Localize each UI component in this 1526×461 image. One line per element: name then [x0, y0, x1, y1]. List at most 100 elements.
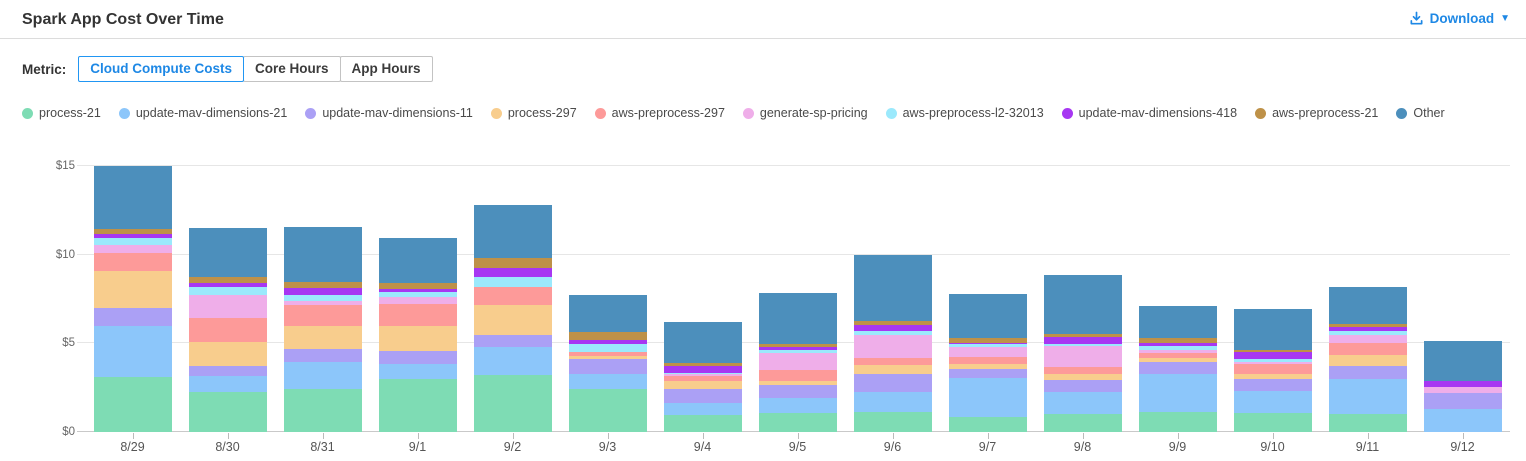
bar-segment-update-mav-dimensions-418[interactable]: [1043, 337, 1122, 345]
bar-segment-Other[interactable]: [853, 254, 932, 322]
bar-segment-aws-preprocess-21[interactable]: [378, 283, 457, 290]
bar-segment-update-mav-dimensions-11[interactable]: [568, 359, 647, 374]
bar-segment-process-297[interactable]: [1043, 374, 1122, 380]
bar-segment-generate-sp-pricing[interactable]: [1043, 346, 1122, 368]
bar-segment-aws-preprocess-297[interactable]: [1328, 343, 1407, 355]
legend-item[interactable]: process-21: [22, 106, 101, 120]
bar-segment-process-21[interactable]: [283, 389, 362, 432]
bar-segment-aws-preprocess-21[interactable]: [188, 276, 267, 284]
bar-segment-generate-sp-pricing[interactable]: [188, 294, 267, 318]
bar-segment-aws-preprocess-21[interactable]: [1328, 323, 1407, 328]
bar-segment-update-mav-dimensions-418[interactable]: [1328, 327, 1407, 331]
bar-segment-Other[interactable]: [378, 237, 457, 284]
bar-segment-aws-preprocess-l2-32013[interactable]: [948, 344, 1027, 347]
bar-segment-Other[interactable]: [1328, 286, 1407, 324]
bar-9/5[interactable]: [758, 292, 837, 432]
bar-segment-aws-preprocess-297[interactable]: [1138, 353, 1217, 359]
bar-segment-process-297[interactable]: [188, 342, 267, 367]
bar-segment-update-mav-dimensions-418[interactable]: [853, 324, 932, 331]
bar-segment-aws-preprocess-l2-32013[interactable]: [378, 291, 457, 298]
bar-segment-process-21[interactable]: [1233, 412, 1312, 432]
bar-segment-aws-preprocess-21[interactable]: [948, 338, 1027, 343]
bar-segment-generate-sp-pricing[interactable]: [758, 353, 837, 370]
bar-segment-Other[interactable]: [1138, 306, 1217, 339]
bar-segment-update-mav-dimensions-418[interactable]: [1138, 342, 1217, 347]
bar-segment-aws-preprocess-297[interactable]: [663, 376, 742, 382]
bar-segment-aws-preprocess-297[interactable]: [948, 356, 1027, 364]
bar-segment-update-mav-dimensions-21[interactable]: [93, 325, 172, 378]
bar-segment-process-297[interactable]: [473, 305, 552, 335]
bar-segment-aws-preprocess-l2-32013[interactable]: [758, 350, 837, 354]
download-button[interactable]: Download ▼: [1409, 11, 1510, 26]
bar-segment-generate-sp-pricing[interactable]: [948, 346, 1027, 357]
bar-segment-Other[interactable]: [663, 322, 742, 363]
bar-segment-update-mav-dimensions-418[interactable]: [758, 346, 837, 351]
bar-segment-aws-preprocess-21[interactable]: [568, 331, 647, 340]
bar-segment-aws-preprocess-l2-32013[interactable]: [1138, 346, 1217, 350]
bar-segment-aws-preprocess-21[interactable]: [663, 362, 742, 366]
bar-segment-update-mav-dimensions-21[interactable]: [1233, 391, 1312, 413]
bar-9/6[interactable]: [853, 254, 932, 432]
bar-segment-generate-sp-pricing[interactable]: [853, 334, 932, 358]
legend-item[interactable]: Other: [1396, 106, 1445, 120]
bar-segment-update-mav-dimensions-418[interactable]: [1423, 380, 1502, 387]
bar-segment-process-297[interactable]: [568, 355, 647, 360]
bar-segment-Other[interactable]: [758, 292, 837, 345]
bar-segment-aws-preprocess-l2-32013[interactable]: [188, 286, 267, 295]
bar-segment-update-mav-dimensions-21[interactable]: [663, 402, 742, 416]
bar-8/31[interactable]: [283, 227, 362, 432]
legend-item[interactable]: aws-preprocess-21: [1255, 106, 1378, 120]
bar-segment-update-mav-dimensions-11[interactable]: [473, 334, 552, 347]
bar-segment-process-297[interactable]: [283, 325, 362, 349]
bar-segment-aws-preprocess-297[interactable]: [283, 305, 362, 326]
bar-9/10[interactable]: [1233, 308, 1312, 432]
bar-segment-update-mav-dimensions-418[interactable]: [378, 289, 457, 292]
bar-segment-process-297[interactable]: [1138, 358, 1217, 362]
bar-segment-Other[interactable]: [473, 205, 552, 259]
bar-segment-generate-sp-pricing[interactable]: [378, 297, 457, 305]
bar-segment-update-mav-dimensions-418[interactable]: [1233, 352, 1312, 360]
bar-9/11[interactable]: [1328, 286, 1407, 432]
bar-segment-Other[interactable]: [1423, 340, 1502, 381]
bar-segment-update-mav-dimensions-21[interactable]: [568, 373, 647, 389]
bar-segment-process-297[interactable]: [378, 325, 457, 352]
bar-9/9[interactable]: [1138, 306, 1217, 432]
bar-segment-update-mav-dimensions-11[interactable]: [93, 307, 172, 326]
bar-segment-aws-preprocess-l2-32013[interactable]: [663, 372, 742, 375]
bar-segment-aws-preprocess-297[interactable]: [853, 357, 932, 365]
bar-segment-aws-preprocess-297[interactable]: [1043, 367, 1122, 375]
bar-segment-Other[interactable]: [568, 294, 647, 332]
bar-segment-aws-preprocess-l2-32013[interactable]: [283, 294, 362, 301]
bar-segment-update-mav-dimensions-418[interactable]: [663, 365, 742, 373]
bar-segment-aws-preprocess-l2-32013[interactable]: [93, 237, 172, 245]
bar-segment-aws-preprocess-297[interactable]: [93, 252, 172, 271]
bar-segment-update-mav-dimensions-418[interactable]: [948, 342, 1027, 345]
bar-segment-update-mav-dimensions-11[interactable]: [1043, 379, 1122, 393]
bar-segment-update-mav-dimensions-21[interactable]: [473, 346, 552, 376]
bar-segment-update-mav-dimensions-21[interactable]: [378, 363, 457, 379]
bar-9/8[interactable]: [1043, 275, 1122, 432]
legend-item[interactable]: update-mav-dimensions-11: [305, 106, 473, 120]
legend-item[interactable]: update-mav-dimensions-418: [1061, 106, 1237, 120]
bar-segment-aws-preprocess-297[interactable]: [378, 304, 457, 326]
bar-8/30[interactable]: [188, 228, 267, 432]
bar-segment-aws-preprocess-21[interactable]: [93, 229, 172, 235]
bar-segment-process-297[interactable]: [758, 380, 837, 386]
bar-segment-update-mav-dimensions-418[interactable]: [188, 283, 267, 287]
bar-segment-process-297[interactable]: [93, 270, 172, 308]
bar-segment-update-mav-dimensions-21[interactable]: [948, 377, 1027, 417]
bar-segment-process-21[interactable]: [758, 413, 837, 432]
bar-segment-aws-preprocess-l2-32013[interactable]: [568, 344, 647, 353]
bar-segment-process-297[interactable]: [853, 364, 932, 375]
bar-segment-update-mav-dimensions-418[interactable]: [93, 234, 172, 238]
bar-segment-process-297[interactable]: [1328, 354, 1407, 367]
bar-segment-aws-preprocess-l2-32013[interactable]: [853, 330, 932, 335]
legend-item[interactable]: generate-sp-pricing: [742, 106, 868, 120]
bar-segment-Other[interactable]: [93, 166, 172, 230]
bar-segment-update-mav-dimensions-11[interactable]: [1423, 393, 1502, 409]
bar-segment-generate-sp-pricing[interactable]: [1138, 349, 1217, 354]
bar-segment-update-mav-dimensions-418[interactable]: [473, 268, 552, 277]
bar-segment-process-21[interactable]: [473, 375, 552, 432]
bar-segment-update-mav-dimensions-21[interactable]: [1043, 392, 1122, 415]
bar-9/3[interactable]: [568, 294, 647, 432]
